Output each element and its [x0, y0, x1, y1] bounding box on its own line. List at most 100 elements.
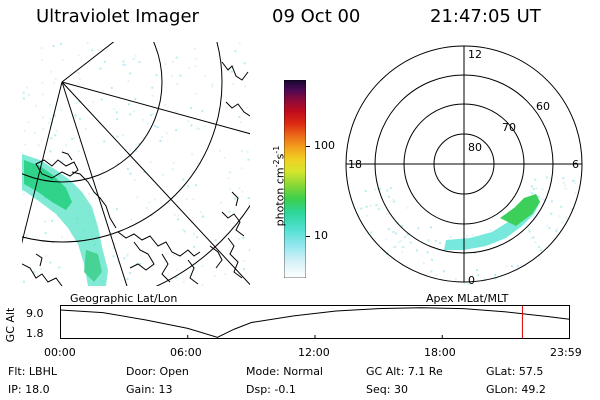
speckle-dot — [476, 269, 478, 272]
speckle-dot — [136, 196, 139, 199]
speckle-dot — [177, 218, 179, 221]
speckle-dot — [42, 151, 45, 154]
speckle-dot — [477, 274, 480, 277]
speckle-dot — [53, 82, 56, 85]
speckle-dot — [194, 58, 197, 61]
speckle-dot — [129, 272, 132, 275]
info-ip: IP: 18.0 — [8, 383, 50, 396]
speckle-dot — [85, 128, 87, 130]
speckle-dot — [193, 232, 196, 235]
speckle-dot — [50, 70, 53, 73]
speckle-dot — [406, 206, 409, 209]
speckle-dot — [41, 93, 44, 96]
speckle-dot — [427, 239, 430, 242]
speckle-dot — [112, 247, 115, 250]
speckle-dot — [181, 228, 184, 231]
speckle-dot — [248, 249, 250, 251]
speckle-dot — [116, 208, 118, 211]
speckle-dot — [25, 235, 28, 238]
speckle-dot — [360, 207, 363, 210]
aurora-region-south — [84, 250, 102, 282]
speckle-dot — [116, 135, 119, 138]
speckle-dot — [530, 237, 533, 240]
speckle-dot — [46, 158, 49, 161]
speckle-dot — [101, 169, 104, 172]
speckle-dot — [237, 237, 240, 240]
color-scale-tick-10 — [306, 236, 310, 237]
info-gcalt: GC Alt: 7.1 Re — [366, 365, 443, 378]
speckle-dot — [127, 253, 129, 256]
speckle-dot — [528, 230, 531, 233]
speckle-dot — [537, 195, 540, 198]
lat-label-80: 80 — [468, 141, 482, 154]
speckle-dot — [546, 224, 549, 227]
speckle-dot — [187, 185, 190, 188]
speckle-dot — [151, 113, 154, 116]
speckle-dot — [165, 132, 168, 135]
speckle-dot — [175, 129, 178, 132]
speckle-dot — [187, 120, 190, 123]
speckle-dot — [133, 57, 136, 60]
speckle-dot — [185, 198, 188, 200]
speckle-dot — [241, 190, 244, 193]
speckle-dot — [54, 77, 57, 80]
speckle-dot — [62, 59, 65, 62]
speckle-dot — [572, 180, 575, 182]
color-scale-label-10: 10 — [314, 229, 328, 242]
speckle-dot — [357, 214, 360, 217]
speckle-dot — [467, 283, 470, 286]
speckle-dot — [115, 111, 118, 114]
info-gain-value: 13 — [158, 383, 173, 396]
speckle-dot — [238, 116, 241, 119]
speckle-dot — [549, 177, 552, 180]
speckle-dot — [220, 201, 223, 204]
speckle-dot — [167, 201, 170, 204]
speckle-dot — [530, 185, 533, 188]
info-gain-label: Gain: — [126, 383, 155, 396]
speckle-dot — [386, 212, 389, 215]
color-scale-bar — [284, 80, 306, 278]
speckle-dot — [98, 177, 101, 180]
speckle-dot — [449, 236, 452, 238]
mlt-label-6: 6 — [572, 158, 579, 171]
unit-exp-s: -1 — [272, 145, 281, 154]
speckle-dot — [439, 242, 442, 244]
speckle-dot — [179, 74, 182, 77]
speckle-dot — [471, 234, 474, 237]
speckle-dot — [560, 205, 563, 208]
speckle-dot — [173, 213, 176, 216]
speckle-dot — [103, 60, 106, 63]
speckle-dot — [401, 225, 404, 227]
speckle-dot — [135, 150, 138, 153]
speckle-dot — [375, 204, 378, 207]
speckle-dot — [243, 62, 246, 65]
speckle-dot — [126, 278, 129, 280]
speckle-dot — [37, 144, 40, 147]
speckle-dot — [77, 150, 80, 153]
speckle-dot — [529, 191, 532, 194]
speckle-dot — [406, 233, 409, 236]
lat-label-60: 60 — [536, 100, 550, 113]
speckle-dot — [132, 58, 135, 61]
speckle-dot — [74, 114, 77, 117]
speckle-dot — [23, 143, 26, 146]
speckle-dot — [52, 45, 55, 48]
speckle-dot — [78, 118, 81, 120]
speckle-dot — [366, 214, 369, 217]
speckle-dot — [116, 163, 119, 166]
info-seq-label: Seq: — [366, 383, 391, 396]
speckle-dot — [224, 273, 227, 276]
speckle-dot — [61, 161, 64, 164]
speckle-dot — [190, 124, 193, 127]
speckle-dot — [154, 198, 156, 201]
speckle-dot — [72, 137, 75, 140]
speckle-dot — [22, 91, 25, 94]
speckle-dot — [431, 258, 433, 261]
speckle-dot — [92, 192, 95, 195]
speckle-dot — [219, 149, 221, 152]
speckle-dot — [511, 265, 513, 268]
speckle-dot — [374, 188, 377, 191]
time-tick-0000: 00:00 — [44, 346, 76, 359]
speckle-dot — [47, 122, 50, 125]
info-ip-value: 18.0 — [25, 383, 50, 396]
